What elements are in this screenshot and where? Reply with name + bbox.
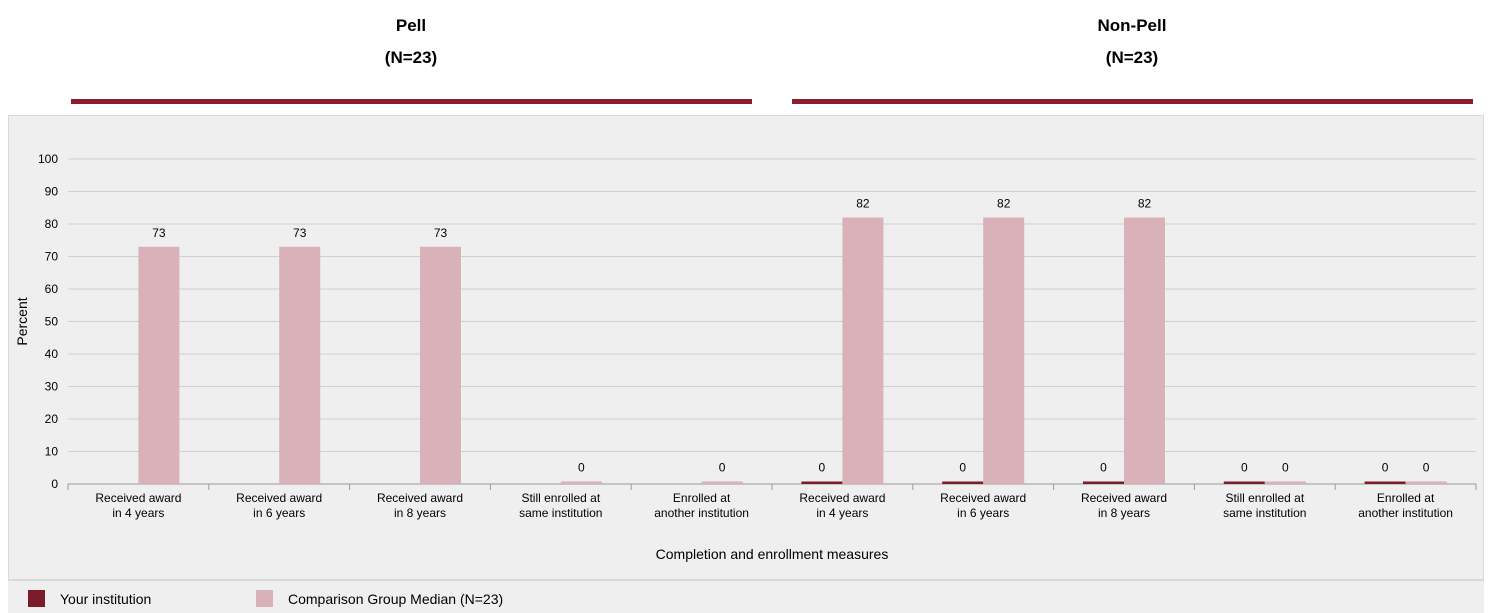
y-tick-label: 90 xyxy=(45,185,59,199)
x-tick-label: Received award xyxy=(377,491,463,505)
x-tick-label: same institution xyxy=(519,506,602,520)
legend-item-your-institution: Your institution xyxy=(28,590,151,607)
x-tick-label: Enrolled at xyxy=(673,491,731,505)
pell-group-header: Pell (N=23) xyxy=(71,10,751,74)
data-label: 0 xyxy=(819,461,826,475)
bar-comparison-median xyxy=(279,246,321,484)
chart-panel: 0 10 20 30 40 50 60 70 80 90 100 0 0 0 0 0 73 73 73 0 0 82 82 8… xyxy=(8,115,1484,580)
y-tick-label: 10 xyxy=(45,445,59,459)
pell-group-count: (N=23) xyxy=(384,48,438,67)
bar-comparison-median xyxy=(842,217,884,484)
y-tick-label: 100 xyxy=(38,152,58,166)
x-tick-label: Received award xyxy=(799,491,885,505)
bar-comparison-median xyxy=(560,481,602,484)
legend-label-your-institution: Your institution xyxy=(60,590,152,607)
data-label: 82 xyxy=(1138,197,1152,211)
x-tick-label: in 6 years xyxy=(957,506,1009,520)
x-tick-label: Still enrolled at xyxy=(1225,491,1304,505)
data-label: 0 xyxy=(1100,461,1107,475)
x-tick-label: in 4 years xyxy=(112,506,164,520)
x-tick-label: in 8 years xyxy=(394,506,446,520)
x-tick-label: in 6 years xyxy=(253,506,305,520)
data-label: 82 xyxy=(997,197,1011,211)
x-tick-label: same institution xyxy=(1223,506,1306,520)
bar-comparison-median xyxy=(983,217,1025,484)
legend-label-comparison-median: Comparison Group Median (N=23) xyxy=(288,590,504,607)
bar-your-institution xyxy=(1083,481,1124,484)
y-tick-label: 20 xyxy=(45,412,59,426)
x-tick-label: another institution xyxy=(1358,506,1453,520)
bar-chart: 0 10 20 30 40 50 60 70 80 90 100 0 0 0 0 0 73 73 73 0 0 82 82 8… xyxy=(14,152,1477,562)
legend-swatch-comparison-median xyxy=(256,590,273,607)
x-tick-label: Received award xyxy=(95,491,181,505)
bar-comparison-median xyxy=(138,246,180,484)
y-tick-label: 70 xyxy=(45,250,59,264)
non-pell-group-title: Non-Pell xyxy=(1097,16,1167,35)
data-label: 0 xyxy=(1241,461,1248,475)
data-label: 0 xyxy=(1423,461,1430,475)
x-tick-label: Received award xyxy=(1081,491,1167,505)
x-axis-title: Completion and enrollment measures xyxy=(656,546,889,562)
bar-your-institution xyxy=(1223,481,1265,484)
y-axis-title: Percent xyxy=(14,297,30,345)
x-tick-label: Still enrolled at xyxy=(521,491,600,505)
y-tick-label: 80 xyxy=(45,217,59,231)
data-label: 0 xyxy=(959,461,966,475)
bar-your-institution xyxy=(942,481,984,484)
pell-group-rule xyxy=(71,99,752,104)
non-pell-group-header: Non-Pell (N=23) xyxy=(792,10,1472,74)
data-label: 73 xyxy=(434,226,448,240)
bar-comparison-median xyxy=(420,246,461,484)
x-tick-label: Enrolled at xyxy=(1377,491,1435,505)
y-tick-label: 30 xyxy=(45,380,59,394)
bar-comparison-median xyxy=(701,481,743,484)
non-pell-group-rule xyxy=(792,99,1473,104)
y-tick-label: 60 xyxy=(45,282,59,296)
data-label: 73 xyxy=(293,226,307,240)
x-tick-label: in 8 years xyxy=(1098,506,1150,520)
legend-swatch-your-institution xyxy=(28,590,45,607)
bar-your-institution xyxy=(1364,481,1406,484)
non-pell-group-count: (N=23) xyxy=(1105,48,1159,67)
data-label: 73 xyxy=(152,226,166,240)
data-label: 0 xyxy=(578,461,585,475)
x-tick-label: Received award xyxy=(940,491,1026,505)
x-tick-label: Received award xyxy=(236,491,322,505)
bar-comparison-median xyxy=(1264,481,1306,484)
data-label: 82 xyxy=(856,197,870,211)
legend-item-comparison-median: Comparison Group Median (N=23) xyxy=(256,590,503,607)
pell-group-title: Pell xyxy=(395,16,427,35)
bar-comparison-median xyxy=(1124,217,1165,484)
data-label: 0 xyxy=(1382,461,1389,475)
y-tick-label: 50 xyxy=(45,315,59,329)
x-tick-label: another institution xyxy=(654,506,749,520)
x-tick-label: in 4 years xyxy=(816,506,868,520)
y-tick-label: 40 xyxy=(45,347,59,361)
bar-comparison-median xyxy=(1405,481,1447,484)
data-label: 0 xyxy=(1282,461,1289,475)
legend: Your institution Comparison Group Median… xyxy=(8,580,1484,613)
y-tick-label: 0 xyxy=(51,477,58,491)
bar-your-institution xyxy=(801,481,843,484)
data-label: 0 xyxy=(719,461,726,475)
